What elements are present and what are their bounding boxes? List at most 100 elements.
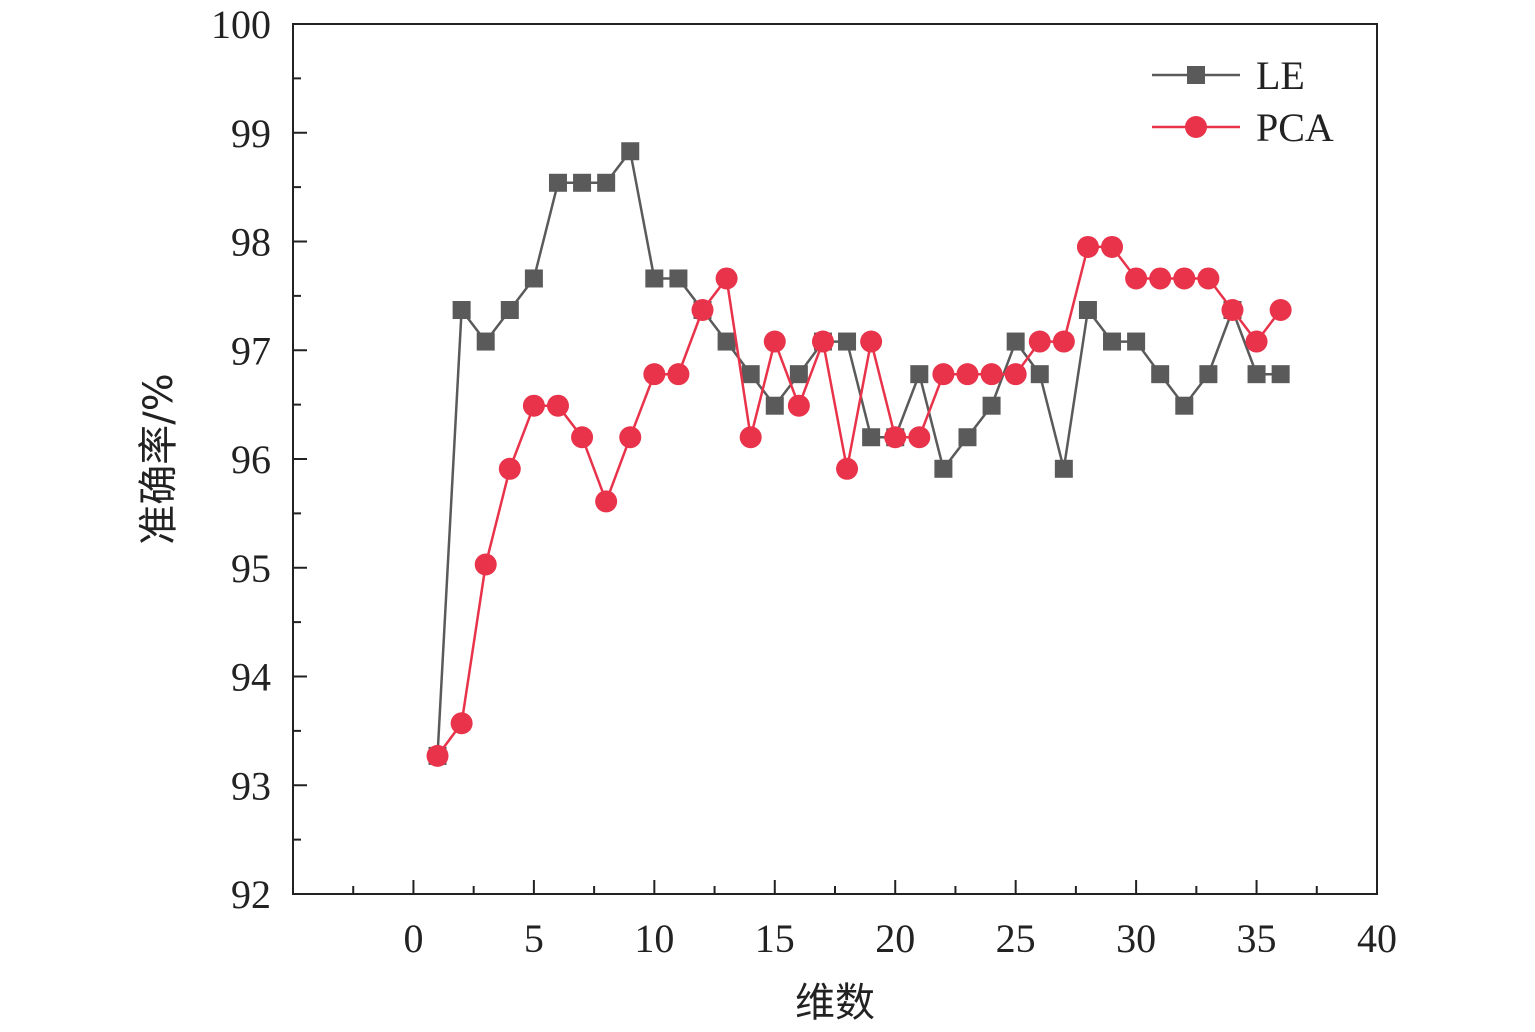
data-point-pca xyxy=(546,394,569,417)
data-point-pca xyxy=(956,363,979,386)
x-tick-label: 20 xyxy=(875,916,915,961)
legend-marker xyxy=(1187,66,1205,84)
data-point-le xyxy=(645,269,664,288)
data-point-le xyxy=(573,173,592,192)
legend-item-pca: PCA xyxy=(1152,105,1334,150)
series-line-pca xyxy=(436,245,1282,757)
series-layer xyxy=(426,142,1292,767)
data-point-pca xyxy=(643,363,666,386)
data-point-pca xyxy=(1004,363,1027,386)
data-point-le xyxy=(1127,332,1146,351)
x-tick-label: 15 xyxy=(755,916,795,961)
x-axis-title: 维数 xyxy=(795,980,875,1026)
data-point-pca xyxy=(450,712,473,735)
data-point-pca xyxy=(860,330,883,353)
data-point-le xyxy=(500,301,519,320)
data-point-pca xyxy=(1221,299,1244,322)
y-tick-label: 95 xyxy=(231,546,271,591)
x-tick-label: 5 xyxy=(524,916,544,961)
data-point-pca xyxy=(980,363,1003,386)
x-tick-label: 40 xyxy=(1357,916,1397,961)
data-point-pca xyxy=(619,426,642,449)
y-tick-label: 97 xyxy=(231,328,271,373)
data-point-le xyxy=(452,301,471,320)
y-tick-label: 96 xyxy=(231,437,271,482)
data-point-pca xyxy=(1245,330,1268,353)
y-tick-label: 99 xyxy=(231,111,271,156)
data-point-pca xyxy=(1052,330,1075,353)
data-point-pca xyxy=(1101,235,1124,258)
x-tick-label: 35 xyxy=(1237,916,1277,961)
data-point-le xyxy=(1247,365,1266,384)
data-point-le xyxy=(1271,365,1290,384)
data-point-le xyxy=(958,428,977,447)
data-point-le xyxy=(1151,365,1170,384)
data-point-pca xyxy=(715,267,738,290)
y-axis-ticks: 92 93 94 95 96 97 98 99 100 xyxy=(211,2,307,917)
y-tick-label: 93 xyxy=(231,763,271,808)
data-point-pca xyxy=(836,457,859,480)
data-point-pca xyxy=(1269,299,1292,322)
data-point-le xyxy=(838,332,857,351)
x-tick-label: 25 xyxy=(996,916,1036,961)
data-point-pca xyxy=(691,299,714,322)
data-point-pca xyxy=(932,363,955,386)
data-point-le xyxy=(982,396,1001,415)
data-point-le xyxy=(1199,365,1218,384)
data-point-pca xyxy=(787,394,810,417)
data-point-pca xyxy=(667,363,690,386)
data-point-pca xyxy=(498,457,521,480)
data-point-pca xyxy=(1197,267,1220,290)
data-point-le xyxy=(765,396,784,415)
legend-label: PCA xyxy=(1256,105,1334,150)
data-point-le xyxy=(1006,332,1025,351)
data-point-le xyxy=(548,173,567,192)
legend-marker xyxy=(1185,116,1207,138)
series-pca xyxy=(426,235,1292,767)
data-point-pca xyxy=(595,490,618,513)
data-point-le xyxy=(934,459,953,478)
data-point-le xyxy=(1030,365,1049,384)
data-point-le xyxy=(1054,459,1073,478)
data-point-le xyxy=(669,269,688,288)
data-point-pca xyxy=(1149,267,1172,290)
data-point-pca xyxy=(908,426,931,449)
data-point-pca xyxy=(884,426,907,449)
plot-frame xyxy=(292,23,1378,895)
y-axis-title: 准确率/% xyxy=(136,373,182,544)
legend-label: LE xyxy=(1256,53,1305,98)
data-point-le xyxy=(910,365,929,384)
data-point-le xyxy=(597,173,616,192)
series-line-le xyxy=(436,148,1281,756)
y-tick-label: 100 xyxy=(211,2,271,47)
y-tick-label: 92 xyxy=(231,872,271,917)
legend-item-le: LE xyxy=(1152,53,1305,98)
x-tick-label: 0 xyxy=(403,916,423,961)
data-point-le xyxy=(621,142,640,161)
data-point-pca xyxy=(571,426,594,449)
legend: LE PCA xyxy=(1152,53,1334,150)
data-point-le xyxy=(476,332,495,351)
data-point-pca xyxy=(1125,267,1148,290)
data-point-le xyxy=(717,332,736,351)
data-point-pca xyxy=(474,553,497,576)
data-point-le xyxy=(789,365,808,384)
series-le xyxy=(428,142,1290,765)
data-point-pca xyxy=(1173,267,1196,290)
data-point-pca xyxy=(1028,330,1051,353)
y-tick-label: 94 xyxy=(231,655,271,700)
data-point-pca xyxy=(522,394,545,417)
y-tick-label: 98 xyxy=(231,220,271,265)
data-point-le xyxy=(741,365,760,384)
x-tick-label: 10 xyxy=(634,916,674,961)
x-tick-label: 30 xyxy=(1116,916,1156,961)
data-point-le xyxy=(524,269,543,288)
data-point-pca xyxy=(1076,235,1099,258)
x-axis-ticks: 0 5 10 15 20 25 30 35 40 xyxy=(352,880,1397,961)
data-point-le xyxy=(1078,301,1097,320)
data-point-le xyxy=(1103,332,1122,351)
data-point-pca xyxy=(811,330,834,353)
data-point-pca xyxy=(426,744,449,767)
data-point-le xyxy=(1175,396,1194,415)
